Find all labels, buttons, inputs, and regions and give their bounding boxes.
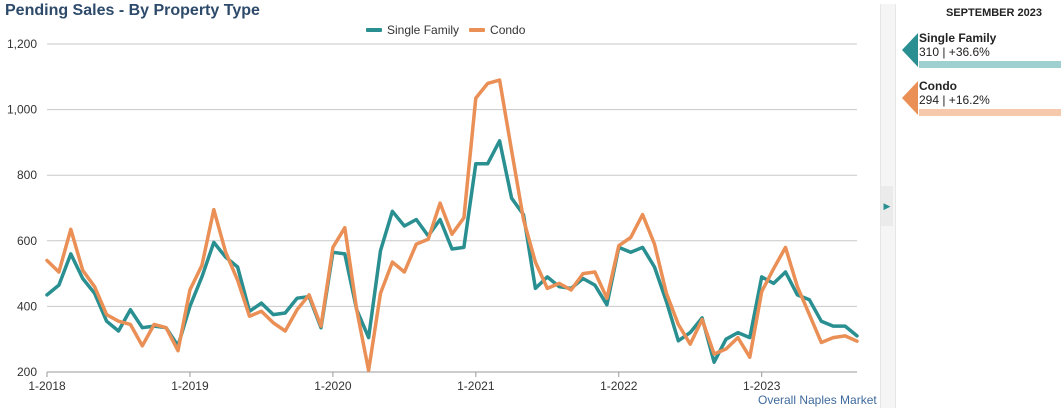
y-axis-ticks: 200 400 600 800 1,000 1,200 xyxy=(7,37,37,379)
card-stat: 294 | +16.2% xyxy=(919,93,990,107)
legend-swatch-single-family xyxy=(366,28,382,32)
card-stat: 310 | +36.6% xyxy=(919,45,990,59)
card-bar xyxy=(919,109,1061,116)
legend-item-single-family[interactable]: Single Family xyxy=(366,23,459,37)
grid-lines xyxy=(47,43,857,373)
card-name: Single Family xyxy=(919,31,997,45)
x-tick-label: 1-2020 xyxy=(314,379,352,393)
chart-legend: Single Family Condo xyxy=(366,23,525,37)
x-tick-label: 1-2018 xyxy=(28,379,66,393)
summary-card-single-family[interactable]: Single Family 310 | +36.6% xyxy=(898,31,1061,68)
y-tick-label: 600 xyxy=(17,234,37,248)
series-lines xyxy=(45,78,859,373)
summary-card-condo[interactable]: Condo 294 | +16.2% xyxy=(898,79,1061,116)
legend-label-single-family: Single Family xyxy=(387,23,460,37)
legend-item-condo[interactable]: Condo xyxy=(469,23,525,37)
x-tick-label: 1-2022 xyxy=(600,379,638,393)
x-tick-label: 1-2021 xyxy=(457,379,495,393)
x-axis-ticks: 1-2018 1-2019 1-2020 1-2021 1-2022 1-2023 xyxy=(28,372,781,393)
y-tick-label: 800 xyxy=(17,168,37,182)
y-tick-label: 400 xyxy=(17,299,37,313)
pointer-triangle-icon xyxy=(902,81,918,115)
card-bar xyxy=(919,61,1061,68)
caret-right-icon: ▶ xyxy=(883,200,891,211)
y-tick-label: 200 xyxy=(17,365,37,379)
chart-title: Pending Sales - By Property Type xyxy=(5,2,260,19)
panel-period: SEPTEMBER 2023 xyxy=(946,7,1042,19)
y-tick-label: 1,000 xyxy=(7,103,37,117)
legend-swatch-condo xyxy=(469,28,486,32)
y-tick-label: 1,200 xyxy=(7,37,37,51)
summary-panel: SEPTEMBER 2023 Single Family 310 | +36.6… xyxy=(898,0,1061,411)
overall-market-link[interactable]: Overall Naples Market xyxy=(758,393,877,407)
pointer-triangle-icon xyxy=(902,33,918,67)
line-chart: 200 400 600 800 1,000 1,200 1-2018 1-2019 1-202… xyxy=(7,37,859,393)
collapse-panel-button[interactable]: ▶ xyxy=(881,186,893,226)
card-name: Condo xyxy=(919,79,957,93)
x-tick-label: 1-2019 xyxy=(171,379,209,393)
legend-label-condo: Condo xyxy=(490,23,526,37)
x-tick-label: 1-2023 xyxy=(743,379,781,393)
series-line-condo xyxy=(45,78,859,373)
